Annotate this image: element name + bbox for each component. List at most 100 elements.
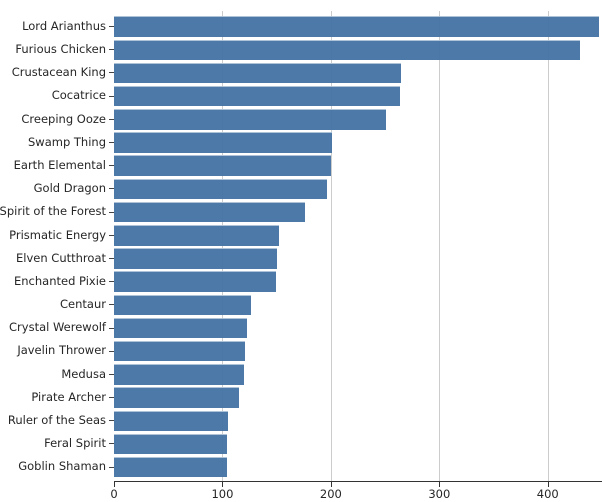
y-axis: Lord Arianthus Furious Chicken Crustacean … <box>0 11 114 481</box>
bar-row <box>114 201 602 224</box>
y-tick-mark <box>109 350 114 352</box>
y-tick-mark <box>109 304 114 306</box>
y-tick-label: Javelin Thrower <box>17 343 106 358</box>
bar-row <box>114 61 602 84</box>
bar <box>114 225 279 246</box>
bar-row <box>114 432 602 455</box>
bar-row <box>114 15 602 38</box>
y-tick-label: Enchanted Pixie <box>14 273 106 288</box>
bar-row <box>114 177 602 200</box>
bar <box>114 155 331 176</box>
bar <box>114 16 599 37</box>
y-tick-mark <box>109 281 114 283</box>
y-tick-label: Gold Dragon <box>33 181 106 196</box>
y-tick-mark <box>109 257 114 259</box>
y-axis-row: Cocatrice <box>0 85 114 108</box>
y-axis-row: Centaur <box>0 293 114 316</box>
bar-row <box>114 38 602 61</box>
bar-row <box>114 363 602 386</box>
y-tick-label: Pirate Archer <box>31 389 106 404</box>
y-tick-label: Prismatic Energy <box>9 227 106 242</box>
bar-row <box>114 386 602 409</box>
y-axis-row: Enchanted Pixie <box>0 270 114 293</box>
bar <box>114 433 227 455</box>
bar <box>114 294 251 316</box>
y-tick-label: Earth Elemental <box>13 157 106 172</box>
x-tick-mark <box>222 482 224 487</box>
y-axis-row: Prismatic Energy <box>0 224 114 247</box>
x-axis: 0 100 200 300 400 <box>110 481 602 502</box>
y-tick-mark <box>109 118 114 120</box>
bar-row <box>114 154 602 177</box>
x-tick-mark <box>547 482 549 487</box>
y-tick-label: Crystal Werewolf <box>9 320 106 335</box>
y-tick-mark <box>109 234 114 236</box>
bar-row <box>114 85 602 108</box>
bar-row <box>114 456 602 479</box>
y-axis-row: Swamp Thing <box>0 131 114 154</box>
y-tick-mark <box>109 26 114 28</box>
gridline-x-300 <box>439 11 441 481</box>
bar-row <box>114 131 602 154</box>
y-axis-row: Ruler of the Seas <box>0 409 114 432</box>
y-tick-mark <box>109 466 114 468</box>
bar-row <box>114 293 602 316</box>
y-axis-row: Lord Arianthus <box>0 15 114 38</box>
y-tick-label: Medusa <box>61 366 106 381</box>
bar <box>114 109 387 130</box>
bar-row <box>114 270 602 293</box>
y-axis-row: Goblin Shaman <box>0 456 114 479</box>
y-axis-row: Spirit of the Forest <box>0 201 114 224</box>
x-tick-label: 400 <box>536 487 559 501</box>
y-axis-row: Feral Spirit <box>0 432 114 455</box>
gridline-x-200 <box>330 11 332 481</box>
bar <box>114 317 248 339</box>
y-tick-mark <box>109 327 114 329</box>
x-axis-line <box>114 481 602 482</box>
bars-container <box>114 11 602 481</box>
y-tick-label: Crustacean King <box>11 65 106 80</box>
bar <box>114 39 581 61</box>
y-axis-row: Gold Dragon <box>0 177 114 200</box>
y-axis-row: Elven Cutthroat <box>0 247 114 270</box>
y-tick-label: Spirit of the Forest <box>0 204 106 219</box>
x-tick-label: 200 <box>319 487 342 501</box>
y-tick-label: Cocatrice <box>51 88 106 103</box>
bar <box>114 271 276 292</box>
x-tick-label: 100 <box>211 487 234 501</box>
y-axis-row: Crustacean King <box>0 61 114 84</box>
y-tick-mark <box>109 443 114 445</box>
x-tick-mark <box>439 482 441 487</box>
y-axis-row: Javelin Thrower <box>0 340 114 363</box>
y-tick-label: Creeping Ooze <box>21 111 106 126</box>
bar <box>114 410 228 432</box>
y-tick-mark <box>109 142 114 144</box>
y-tick-mark <box>109 211 114 213</box>
y-tick-label: Elven Cutthroat <box>16 250 106 265</box>
y-tick-mark <box>109 95 114 97</box>
bar <box>114 132 332 153</box>
y-tick-label: Feral Spirit <box>44 436 106 451</box>
y-tick-mark <box>109 188 114 190</box>
bar <box>114 456 227 478</box>
x-tick-label: 0 <box>110 487 118 501</box>
bar-row <box>114 247 602 270</box>
gridline-x-400 <box>547 11 549 481</box>
y-tick-mark <box>109 72 114 74</box>
bar-row <box>114 316 602 339</box>
y-axis-row: Creeping Ooze <box>0 108 114 131</box>
y-tick-mark <box>109 49 114 51</box>
x-tick-mark <box>330 482 332 487</box>
bar <box>114 178 327 200</box>
y-tick-mark <box>109 165 114 167</box>
bar <box>114 62 402 84</box>
y-tick-label: Centaur <box>60 297 106 312</box>
y-axis-row: Crystal Werewolf <box>0 316 114 339</box>
plot-area <box>114 11 602 481</box>
y-axis-row: Pirate Archer <box>0 386 114 409</box>
y-tick-mark <box>109 420 114 422</box>
bar-row <box>114 409 602 432</box>
y-axis-row: Furious Chicken <box>0 38 114 61</box>
gridline-x-100 <box>222 11 224 481</box>
